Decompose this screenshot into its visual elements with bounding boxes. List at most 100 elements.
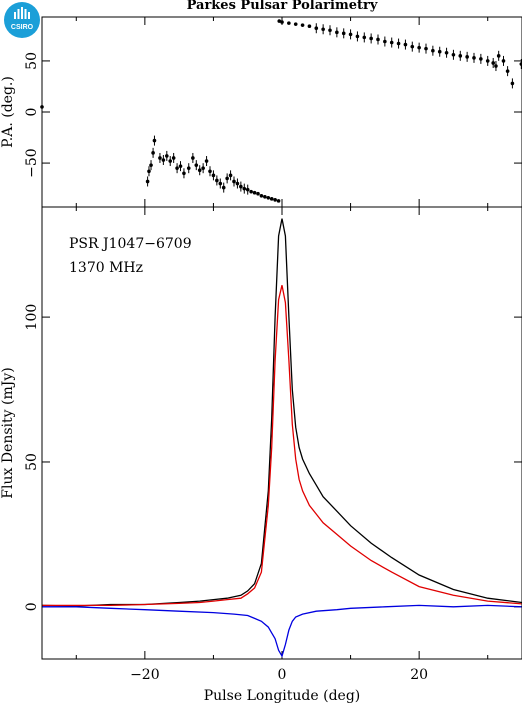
x-axis-label: Pulse Longitude (deg) [204, 688, 361, 704]
pa-point [505, 69, 510, 73]
pa-frame [41, 16, 522, 208]
pa-point [263, 194, 267, 199]
pa-point [182, 171, 186, 176]
pa-point [341, 31, 346, 36]
pa-point [152, 138, 157, 143]
flux-panel: −20 0 20 0 50 100 PSR J1047−6709 1370 MHz Flu… [0, 206, 522, 704]
flux-line-1 [42, 285, 522, 607]
pa-point [245, 187, 250, 192]
flux-axis-ticks: −20 0 20 0 50 100 [24, 207, 522, 683]
flux-frame [41, 206, 522, 660]
pa-point [269, 197, 274, 201]
pa-point [204, 159, 209, 163]
pa-point [501, 59, 506, 63]
pa-point [396, 41, 401, 46]
pa-point [383, 39, 387, 44]
pa-point [472, 56, 476, 60]
pa-axis-label: P.A. (deg.) [0, 76, 16, 148]
flux-series [41, 218, 522, 658]
pa-point [348, 32, 353, 37]
flux-axis-label: Flux Density (mJy) [0, 367, 16, 498]
pa-point [232, 179, 236, 184]
pa-point [496, 54, 501, 58]
pa-point [276, 199, 281, 203]
pa-point [235, 181, 240, 186]
pa-point [424, 46, 428, 51]
logo-text: CSIRO [11, 24, 34, 31]
y-tick-label: 0 [24, 108, 40, 117]
pa-point [510, 81, 515, 86]
pa-point [151, 151, 155, 155]
y-tick-label: 50 [24, 52, 40, 70]
pa-point [389, 40, 394, 45]
pa-point [437, 49, 442, 54]
pa-point [239, 184, 243, 189]
pa-point [147, 169, 151, 174]
pa-point [328, 28, 332, 33]
pa-point [314, 26, 319, 31]
pa-point [273, 198, 277, 202]
pa-point [201, 166, 205, 170]
pa-point [277, 19, 282, 23]
pa-point [465, 55, 469, 59]
pa-point [494, 64, 498, 68]
pa-point [444, 50, 449, 55]
y-tick-label: 50 [24, 453, 40, 471]
frequency-label: 1370 MHz [69, 260, 143, 276]
pa-point [218, 181, 223, 186]
pa-point [252, 190, 257, 195]
pa-point [287, 21, 291, 25]
pa-point [479, 57, 483, 61]
pa-point [194, 163, 199, 167]
pa-point [335, 30, 339, 35]
pa-point [458, 54, 463, 58]
pa-point [321, 27, 325, 32]
pa-point [171, 156, 176, 160]
psr-label: PSR J1047−6709 [69, 236, 192, 252]
pa-point [197, 168, 202, 173]
pa-point [168, 159, 173, 163]
pa-point [410, 44, 415, 49]
x-tick-label: −20 [130, 667, 160, 683]
pa-point [362, 35, 367, 40]
pa-point [149, 163, 153, 167]
pa-point [228, 173, 233, 178]
pa-point [158, 156, 162, 160]
pa-point [369, 36, 373, 41]
pa-point [307, 24, 312, 28]
pa-point [491, 61, 496, 65]
pa-point [519, 62, 522, 66]
pa-point [178, 164, 183, 168]
pa-point [293, 22, 298, 26]
pa-points [40, 19, 522, 203]
pa-point [376, 37, 380, 42]
pa-panel: −50 0 50 P.A. (deg.) [0, 16, 522, 208]
pa-point [145, 179, 150, 184]
y-tick-label: −50 [24, 148, 40, 178]
pa-point [225, 176, 229, 181]
pa-point [211, 173, 216, 178]
pa-point [485, 59, 490, 63]
pa-point [186, 166, 191, 170]
pa-point [451, 52, 456, 57]
pa-point [165, 154, 169, 158]
chart-title: Parkes Pulsar Polarimetry [187, 0, 378, 13]
y-tick-label: 100 [24, 304, 40, 331]
flux-line-0 [41, 218, 522, 607]
pa-point [191, 156, 195, 160]
csiro-logo: CSIRO [4, 2, 40, 38]
pa-point [242, 186, 247, 191]
pa-point [249, 189, 253, 194]
flux-line-2 [42, 604, 522, 658]
pa-axis-ticks: −50 0 50 [24, 17, 522, 207]
pa-point [175, 166, 179, 170]
pa-point [355, 34, 360, 39]
pa-point [161, 158, 166, 162]
x-tick-label: 20 [410, 667, 428, 683]
pa-point [266, 196, 271, 200]
pa-point [300, 23, 305, 27]
pa-point [403, 42, 408, 47]
pa-point [221, 185, 226, 190]
x-tick-label: 0 [278, 667, 287, 683]
